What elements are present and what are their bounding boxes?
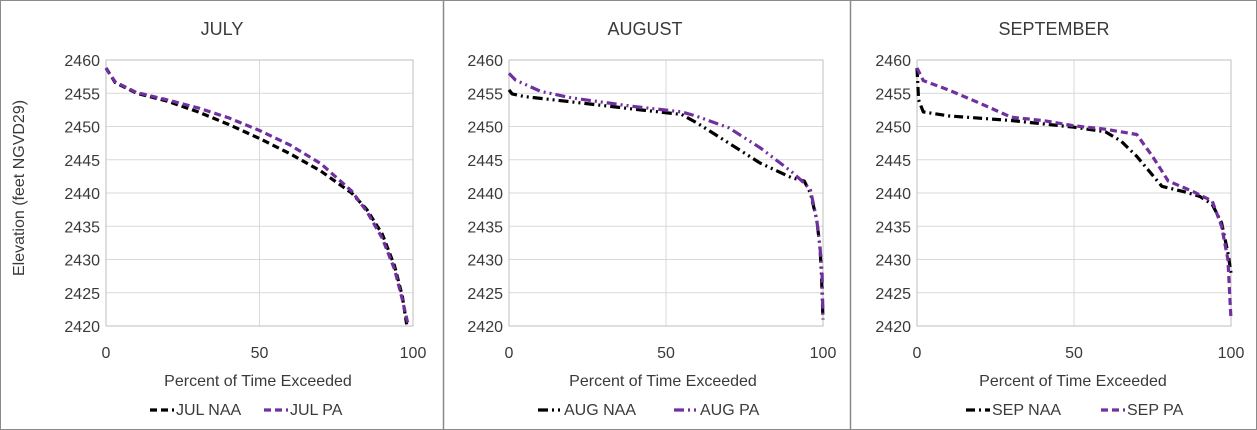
x-tick-label: 100	[1218, 345, 1245, 362]
chart-title: AUGUST	[607, 19, 682, 39]
x-tick-label: 0	[505, 345, 514, 362]
series-line-aug-pa	[507, 72, 825, 320]
x-axis-label: Percent of Time Exceeded	[164, 373, 352, 390]
chart-title: JULY	[201, 19, 244, 39]
y-tick-label: 2420	[467, 319, 503, 336]
y-tick-label: 2430	[875, 253, 911, 270]
plot-area	[508, 59, 824, 327]
x-tick-label: 0	[102, 345, 111, 362]
series-line-sep-pa	[915, 67, 1233, 320]
x-tick-label: 100	[810, 345, 837, 362]
chart-panel-september: SEPTEMBER Percent of Time Exceeded 2420 2…	[875, 19, 1244, 419]
legend-label: AUG NAA	[564, 402, 636, 419]
x-tick-label: 0	[913, 345, 922, 362]
y-tick-label: 2450	[875, 120, 911, 137]
y-tick-label: 2450	[64, 120, 100, 137]
x-tick-label: 50	[657, 345, 675, 362]
x-tick-label: 100	[400, 345, 427, 362]
y-tick-label: 2455	[467, 86, 503, 103]
y-tick-label: 2430	[64, 253, 100, 270]
y-tick-label: 2455	[875, 86, 911, 103]
legend-label: AUG PA	[700, 402, 760, 419]
y-tick-label: 2445	[64, 153, 100, 170]
y-tick-label: 2425	[64, 286, 100, 303]
x-axis-label: Percent of Time Exceeded	[569, 373, 757, 390]
y-tick-label: 2450	[467, 120, 503, 137]
legend-label: SEP NAA	[992, 402, 1061, 419]
y-tick-label: 2435	[875, 219, 911, 236]
legend-label: JUL PA	[290, 402, 343, 419]
y-tick-label: 2440	[64, 186, 100, 203]
y-tick-label: 2440	[875, 186, 911, 203]
y-tick-label: 2460	[875, 53, 911, 70]
x-tick-label: 50	[251, 345, 269, 362]
y-tick-label: 2420	[64, 319, 100, 336]
y-tick-label: 2445	[467, 153, 503, 170]
y-tick-label: 2425	[875, 286, 911, 303]
series-line-aug-naa	[507, 88, 825, 320]
x-axis-label: Percent of Time Exceeded	[979, 373, 1167, 390]
y-tick-label: 2420	[875, 319, 911, 336]
y-tick-label: 2455	[64, 86, 100, 103]
plot-area	[916, 59, 1232, 327]
legend-label: JUL NAA	[176, 402, 242, 419]
y-tick-label: 2460	[64, 53, 100, 70]
plot-area	[105, 59, 414, 327]
y-tick-label: 2460	[467, 53, 503, 70]
y-tick-label: 2440	[467, 186, 503, 203]
y-tick-label: 2445	[875, 153, 911, 170]
chart-panel-august: AUGUST Percent of Time Exceeded 2420 2425…	[467, 19, 836, 419]
series-line-jul-pa	[104, 67, 410, 327]
y-tick-label: 2430	[467, 253, 503, 270]
chart-panel-july: JULY Percent of Time Exceeded 2420 2425 24…	[64, 19, 426, 419]
y-tick-label: 2435	[64, 219, 100, 236]
chart-title: SEPTEMBER	[998, 19, 1109, 39]
y-tick-label: 2435	[467, 219, 503, 236]
y-axis-label: Elevation (feet NGVD29)	[11, 100, 28, 276]
series-line-sep-naa	[915, 67, 1233, 274]
x-tick-label: 50	[1065, 345, 1083, 362]
legend-label: SEP PA	[1127, 402, 1184, 419]
y-tick-label: 2425	[467, 286, 503, 303]
